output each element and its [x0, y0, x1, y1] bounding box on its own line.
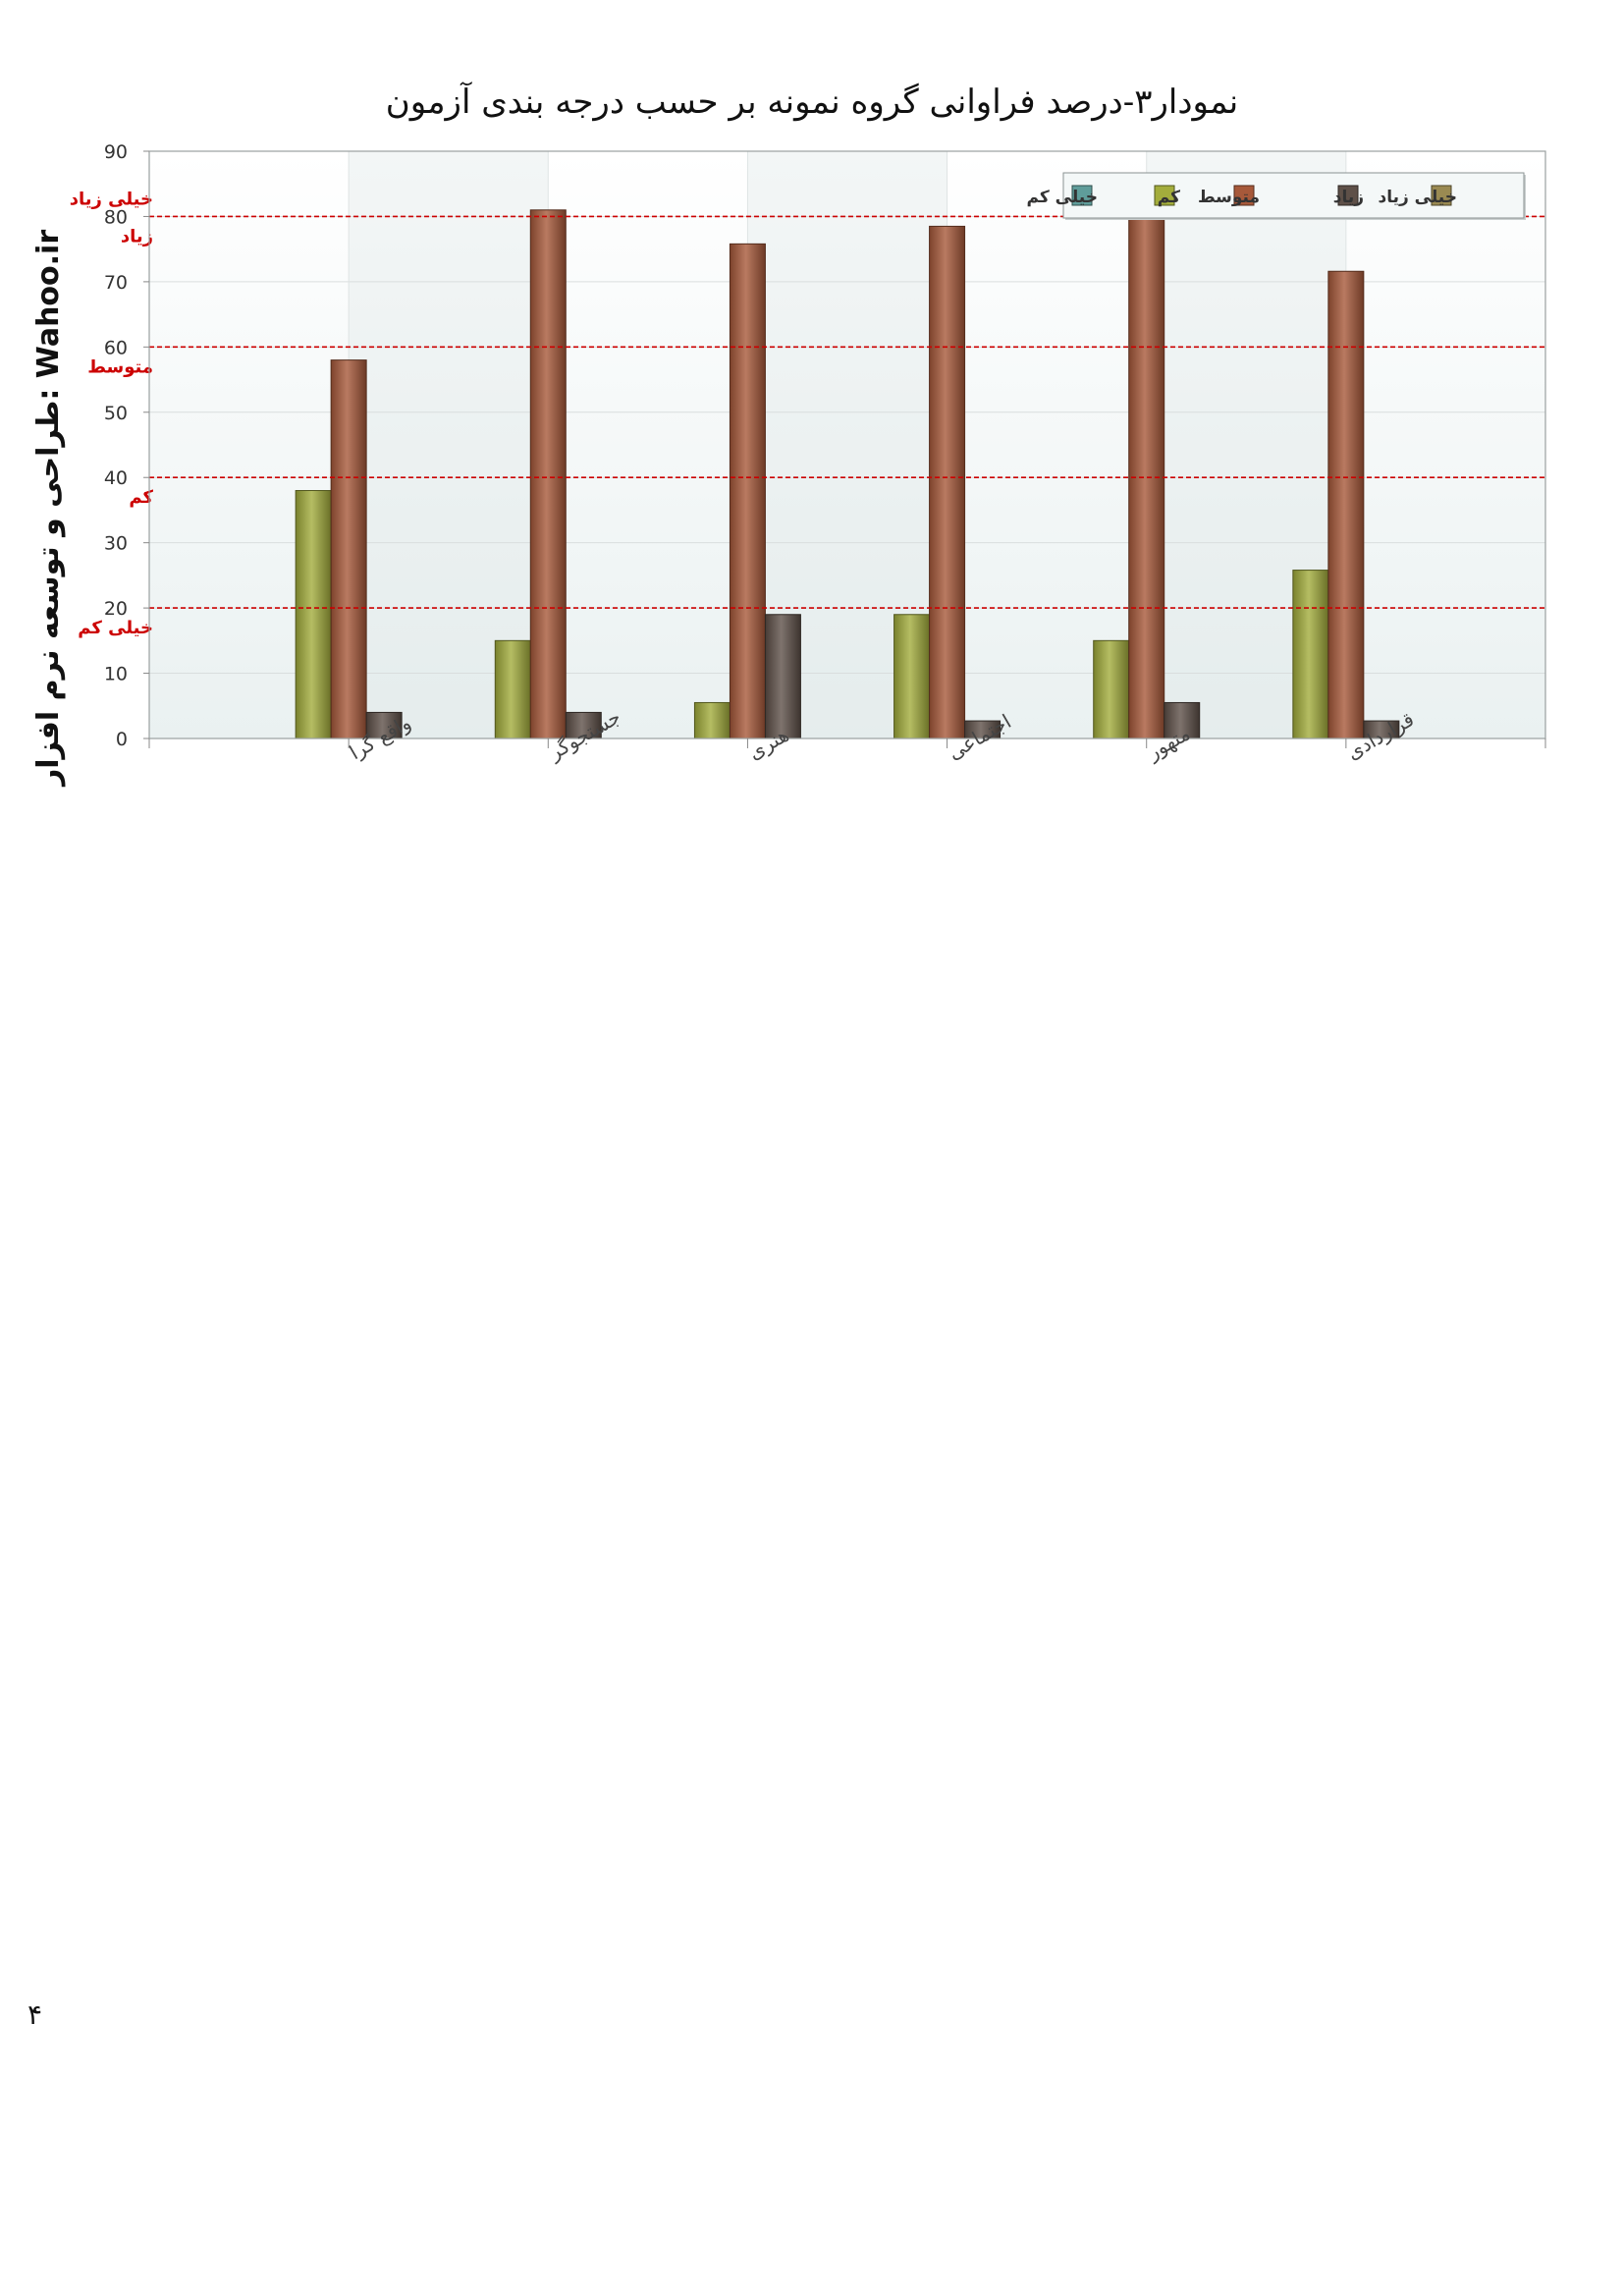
plot-border — [148, 150, 1546, 739]
bar — [295, 490, 332, 739]
y-tick-label: 70 — [104, 272, 128, 294]
bar — [529, 209, 567, 739]
bar — [893, 614, 931, 739]
reference-line-label: خیلی کم — [78, 618, 153, 638]
bar — [565, 711, 602, 739]
legend-label: خیلی کم — [1027, 188, 1098, 207]
legend-label: زیاد — [1333, 188, 1364, 207]
bar — [693, 701, 731, 739]
bar — [1327, 270, 1365, 739]
bar — [365, 711, 403, 739]
bar-chart: خیلی زیاد زیاد متوسط کم خیلی کم 0 10 20 30 40 50 6… — [70, 141, 1546, 765]
reference-line-label: کم — [129, 487, 153, 508]
reference-line-label: متوسط — [87, 356, 153, 377]
bar — [764, 614, 801, 739]
reference-line-label: خیلی زیاد — [70, 189, 153, 209]
y-tick-label: 80 — [104, 206, 128, 228]
bar — [1093, 639, 1130, 739]
chart-title: نمودار۳-درصد فراوانی گروه نمونه بر حسب د… — [385, 82, 1239, 122]
y-tick-label: 50 — [104, 403, 128, 424]
legend-swatch — [1154, 185, 1175, 206]
y-tick-label: 20 — [104, 598, 128, 620]
reference-line-label: زیاد — [121, 226, 153, 246]
bar — [729, 243, 766, 739]
legend-label: متوسط — [1198, 188, 1260, 207]
y-tick-label: 10 — [104, 664, 128, 685]
y-tick-label: 30 — [104, 533, 128, 555]
reference-lines: خیلی زیاد زیاد متوسط کم خیلی کم — [70, 189, 1545, 638]
legend: خیلی زیاد زیاد متوسط کم خیلی کم — [1027, 172, 1526, 220]
legend-swatch — [1431, 185, 1452, 206]
y-tick-label: 60 — [104, 337, 128, 358]
side-credit: طراحی و توسعه نرم افزار: Wahoo.ir — [31, 229, 66, 786]
bar — [929, 225, 966, 739]
legend-swatch — [1337, 185, 1359, 206]
legend-swatch — [1233, 185, 1255, 206]
legend-swatch — [1071, 185, 1093, 206]
y-tick-label: 90 — [104, 141, 128, 163]
page-number: ۴ — [27, 1998, 43, 2031]
y-tick-label: 40 — [104, 467, 128, 489]
legend-label: خیلی زیاد — [1378, 188, 1457, 207]
bar — [330, 359, 367, 739]
bar — [494, 639, 531, 739]
legend-label: کم — [1158, 188, 1180, 207]
bar — [1292, 570, 1329, 739]
y-tick-label: 0 — [116, 729, 128, 750]
